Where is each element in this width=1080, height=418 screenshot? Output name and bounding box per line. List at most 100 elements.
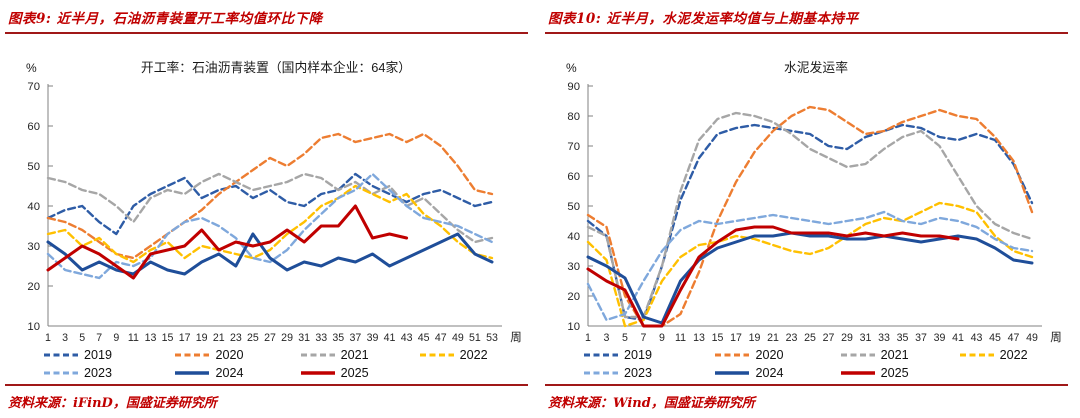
x-tick-label: 9 bbox=[659, 332, 665, 344]
x-tick-label: 33 bbox=[878, 332, 890, 344]
legend-item-2022: 2022 bbox=[959, 348, 1066, 362]
figure-9-panel: 图表9: 近半月，石油沥青装置开工率均值环比下降 开工率：石油沥青装置（国内样本… bbox=[5, 11, 528, 411]
x-tick-label: 23 bbox=[786, 332, 798, 344]
figure-10-panel: 图表10: 近半月，水泥发运率均值与上期基本持平 水泥发运率% 10 20 30 40 5… bbox=[540, 0, 1080, 418]
x-tick-label: 7 bbox=[96, 332, 102, 344]
x-tick-label: 3 bbox=[62, 332, 68, 344]
x-tick-label: 43 bbox=[401, 332, 413, 344]
x-tick-label: 49 bbox=[1026, 332, 1038, 344]
legend-item-2024: 2024 bbox=[715, 366, 840, 380]
x-tick-label: 47 bbox=[1008, 332, 1020, 344]
chart-title: 开工率：石油沥青装置（国内样本企业：64家） bbox=[141, 60, 411, 75]
y-tick-label: 30 bbox=[27, 241, 40, 253]
x-tick-label: 7 bbox=[641, 332, 647, 344]
series-line-2020 bbox=[46, 132, 494, 260]
series-line-2022 bbox=[46, 184, 494, 264]
legend-marker-2022 bbox=[419, 353, 454, 357]
y-tick-label: 60 bbox=[567, 171, 580, 183]
figure-10-source: 资料来源：Wind，国盛证券研究所 bbox=[548, 396, 755, 411]
legend-marker-2023 bbox=[584, 371, 618, 375]
y-tick-label: 70 bbox=[567, 141, 580, 153]
x-tick-label: 5 bbox=[622, 332, 628, 344]
x-tick-label: 19 bbox=[196, 332, 208, 344]
legend-label-2025: 2025 bbox=[340, 366, 369, 380]
legend-label-2023: 2023 bbox=[624, 366, 653, 380]
series-line-2022 bbox=[586, 201, 1034, 328]
legend-marker-2021 bbox=[840, 353, 875, 357]
legend-item-2021: 2021 bbox=[300, 348, 420, 362]
y-tick-label: 20 bbox=[567, 291, 580, 303]
x-axis-unit-label: 周 bbox=[510, 331, 522, 344]
legend-label-2020: 2020 bbox=[215, 348, 244, 362]
x-tick-label: 35 bbox=[897, 332, 909, 344]
y-tick-label: 50 bbox=[27, 161, 40, 173]
series-line-2023 bbox=[46, 172, 494, 280]
x-tick-label: 33 bbox=[315, 332, 327, 344]
x-tick-label: 5 bbox=[79, 332, 85, 344]
x-tick-label: 41 bbox=[952, 332, 964, 344]
x-tick-label: 45 bbox=[989, 332, 1001, 344]
legend-label-2024: 2024 bbox=[215, 366, 244, 380]
x-tick-label: 25 bbox=[804, 332, 816, 344]
x-tick-label: 35 bbox=[332, 332, 344, 344]
footer-rule bbox=[545, 384, 1068, 386]
legend-label-2021: 2021 bbox=[340, 348, 369, 362]
figure-9-caption: 图表9: 近半月，石油沥青装置开工率均值环比下降 bbox=[8, 11, 323, 27]
legend-item-2024: 2024 bbox=[175, 366, 300, 380]
legend-item-2020: 2020 bbox=[715, 348, 840, 362]
x-tick-label: 13 bbox=[693, 332, 705, 344]
x-tick-label: 31 bbox=[860, 332, 872, 344]
x-tick-label: 29 bbox=[281, 332, 293, 344]
x-tick-label: 51 bbox=[469, 332, 481, 344]
legend-label-2022: 2022 bbox=[999, 348, 1028, 362]
x-tick-label: 19 bbox=[749, 332, 761, 344]
legend-marker-2025 bbox=[300, 371, 335, 375]
legend-marker-2023 bbox=[44, 371, 78, 375]
legend-marker-2019 bbox=[584, 353, 618, 357]
legend-marker-2021 bbox=[300, 353, 335, 357]
x-tick-label: 1 bbox=[585, 332, 591, 344]
legend-marker-2024 bbox=[715, 371, 750, 375]
series-line-2021 bbox=[586, 111, 1034, 319]
y-tick-label: 80 bbox=[567, 111, 580, 123]
x-tick-label: 39 bbox=[367, 332, 379, 344]
cement-chart-legend: 2019 2020 2021 2022 2023 2024 2025 bbox=[584, 348, 1066, 380]
series-line-2021 bbox=[46, 172, 494, 244]
y-tick-label: 10 bbox=[567, 321, 580, 333]
y-tick-label: 70 bbox=[27, 81, 40, 93]
x-tick-label: 23 bbox=[230, 332, 242, 344]
legend-item-2023: 2023 bbox=[44, 366, 175, 380]
legend-item-2023: 2023 bbox=[584, 366, 715, 380]
x-tick-label: 15 bbox=[162, 332, 174, 344]
y-tick-label: 50 bbox=[567, 201, 580, 213]
x-tick-label: 11 bbox=[128, 332, 139, 344]
x-tick-label: 3 bbox=[604, 332, 610, 344]
caption-rule bbox=[5, 32, 528, 34]
legend-label-2019: 2019 bbox=[624, 348, 653, 362]
x-tick-label: 49 bbox=[452, 332, 464, 344]
legend-item-2025: 2025 bbox=[300, 366, 420, 380]
caption-rule bbox=[545, 32, 1068, 34]
legend-marker-2024 bbox=[175, 371, 210, 375]
series-line-2024 bbox=[586, 231, 1034, 325]
y-tick-label: 20 bbox=[27, 281, 40, 293]
x-tick-label: 17 bbox=[179, 332, 191, 344]
legend-item-2025: 2025 bbox=[840, 366, 960, 380]
legend-marker-2022 bbox=[959, 353, 994, 357]
legend-label-2021: 2021 bbox=[880, 348, 909, 362]
legend-label-2024: 2024 bbox=[755, 366, 784, 380]
legend-item-2020: 2020 bbox=[175, 348, 300, 362]
y-tick-label: 40 bbox=[567, 231, 580, 243]
figure-10-caption: 图表10: 近半月，水泥发运率均值与上期基本持平 bbox=[548, 11, 859, 27]
y-tick-label: 10 bbox=[27, 321, 40, 333]
legend-marker-2019 bbox=[44, 353, 78, 357]
x-tick-label: 41 bbox=[384, 332, 396, 344]
legend-item-2022: 2022 bbox=[419, 348, 526, 362]
legend-label-2020: 2020 bbox=[755, 348, 784, 362]
x-tick-label: 27 bbox=[823, 332, 835, 344]
x-tick-label: 11 bbox=[675, 332, 686, 344]
footer-rule bbox=[5, 384, 528, 386]
